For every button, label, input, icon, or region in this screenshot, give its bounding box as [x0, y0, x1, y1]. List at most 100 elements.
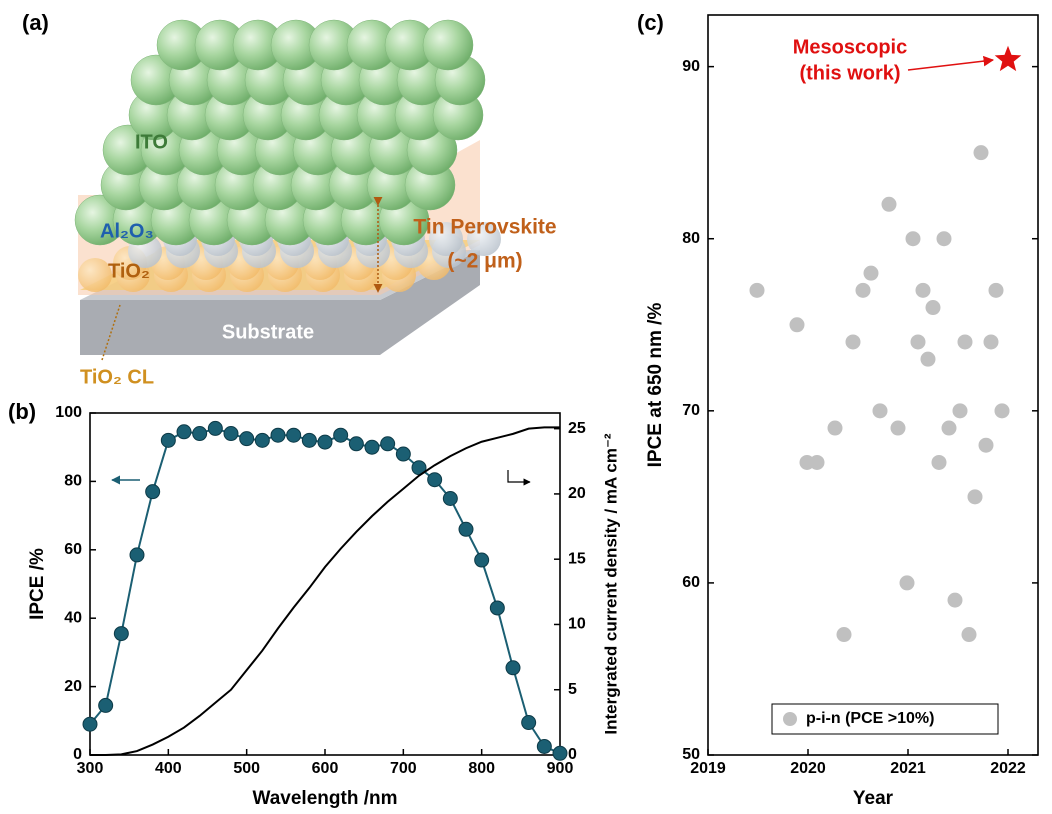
- layer-label: TiO₂ CL: [80, 366, 154, 388]
- x-tick-label: 2020: [790, 760, 826, 777]
- x-tick-label: 600: [312, 760, 339, 777]
- marker: [349, 437, 363, 451]
- y2-tick-label: 20: [568, 485, 586, 502]
- axis-pointer: [508, 470, 530, 482]
- marker: [271, 428, 285, 442]
- layer-label: Al₂O₃: [100, 220, 154, 242]
- spheres: [75, 20, 501, 292]
- marker: [99, 698, 113, 712]
- series-line: [90, 427, 560, 755]
- point: [873, 403, 888, 418]
- marker: [334, 428, 348, 442]
- y-axis-title: IPCE at 650 nm /%: [645, 303, 666, 468]
- point: [948, 593, 963, 608]
- point: [979, 438, 994, 453]
- y2-tick-label: 10: [568, 616, 586, 633]
- marker: [208, 421, 222, 435]
- marker: [522, 716, 536, 730]
- annotation-arrow: [908, 60, 993, 70]
- point: [837, 627, 852, 642]
- figure: (a) (b) (c) ITO Al₂O₃ TiO₂ Tin Perovskit…: [0, 0, 1052, 814]
- point: [916, 283, 931, 298]
- marker: [396, 447, 410, 461]
- marker: [130, 548, 144, 562]
- point: [932, 455, 947, 470]
- marker: [553, 746, 567, 760]
- y-tick-label: 0: [73, 746, 82, 763]
- point: [974, 145, 989, 160]
- x-tick-label: 400: [155, 760, 182, 777]
- sphere: [78, 258, 112, 292]
- marker: [224, 427, 238, 441]
- point: [989, 283, 1004, 298]
- marker: [443, 492, 457, 506]
- point: [828, 421, 843, 436]
- y-tick-label: 60: [682, 574, 700, 591]
- panel-label: (a): [22, 10, 49, 35]
- marker: [193, 427, 207, 441]
- y-tick-label: 40: [64, 609, 82, 626]
- y2-axis-title: Intergrated current density / mA cm⁻²: [601, 433, 620, 735]
- marker: [240, 432, 254, 446]
- y2-tick-label: 5: [568, 681, 577, 698]
- layer-label: (~2 μm): [447, 250, 522, 273]
- y-tick-label: 80: [64, 473, 82, 490]
- y-axis-title: IPCE /%: [27, 548, 48, 620]
- point: [995, 403, 1010, 418]
- panel-label: (b): [8, 399, 36, 424]
- marker: [161, 433, 175, 447]
- y-tick-label: 90: [682, 58, 700, 75]
- point: [953, 403, 968, 418]
- series-line: [90, 428, 560, 753]
- annotation: (this work): [799, 62, 900, 84]
- y-tick-label: 100: [55, 404, 82, 421]
- plot-frame: [708, 15, 1038, 755]
- marker: [302, 433, 316, 447]
- layer-label: Substrate: [222, 321, 314, 343]
- point: [882, 197, 897, 212]
- point: [942, 421, 957, 436]
- x-tick-label: 2022: [990, 760, 1026, 777]
- y2-tick-label: 25: [568, 420, 586, 437]
- x-tick-label: 500: [233, 760, 260, 777]
- marker: [428, 473, 442, 487]
- marker: [177, 425, 191, 439]
- point: [864, 266, 879, 281]
- x-tick-label: 2021: [890, 760, 926, 777]
- point: [921, 352, 936, 367]
- point: [891, 421, 906, 436]
- point: [846, 334, 861, 349]
- point: [962, 627, 977, 642]
- y-tick-label: 70: [682, 402, 700, 419]
- marker: [83, 717, 97, 731]
- x-tick-label: 800: [468, 760, 495, 777]
- marker: [146, 485, 160, 499]
- point: [856, 283, 871, 298]
- marker: [255, 433, 269, 447]
- x-tick-label: 700: [390, 760, 417, 777]
- marker: [506, 661, 520, 675]
- x-axis-title: Wavelength /nm: [253, 788, 398, 809]
- star-marker: [995, 46, 1022, 71]
- y2-tick-label: 15: [568, 550, 586, 567]
- layer-label: ITO: [135, 131, 168, 153]
- point: [937, 231, 952, 246]
- layer-label: Tin Perovskite: [413, 216, 556, 239]
- y-tick-label: 60: [64, 541, 82, 558]
- point: [810, 455, 825, 470]
- y-tick-label: 80: [682, 230, 700, 247]
- marker: [537, 739, 551, 753]
- point: [984, 334, 999, 349]
- legend-label: p-i-n (PCE >10%): [806, 710, 934, 727]
- marker: [459, 522, 473, 536]
- marker: [475, 553, 489, 567]
- y-tick-label: 50: [682, 746, 700, 763]
- point: [906, 231, 921, 246]
- point: [790, 317, 805, 332]
- point: [968, 489, 983, 504]
- annotation: Mesoscopic: [793, 36, 907, 58]
- panel-label: (c): [637, 10, 664, 35]
- marker: [114, 627, 128, 641]
- marker: [318, 435, 332, 449]
- marker: [365, 440, 379, 454]
